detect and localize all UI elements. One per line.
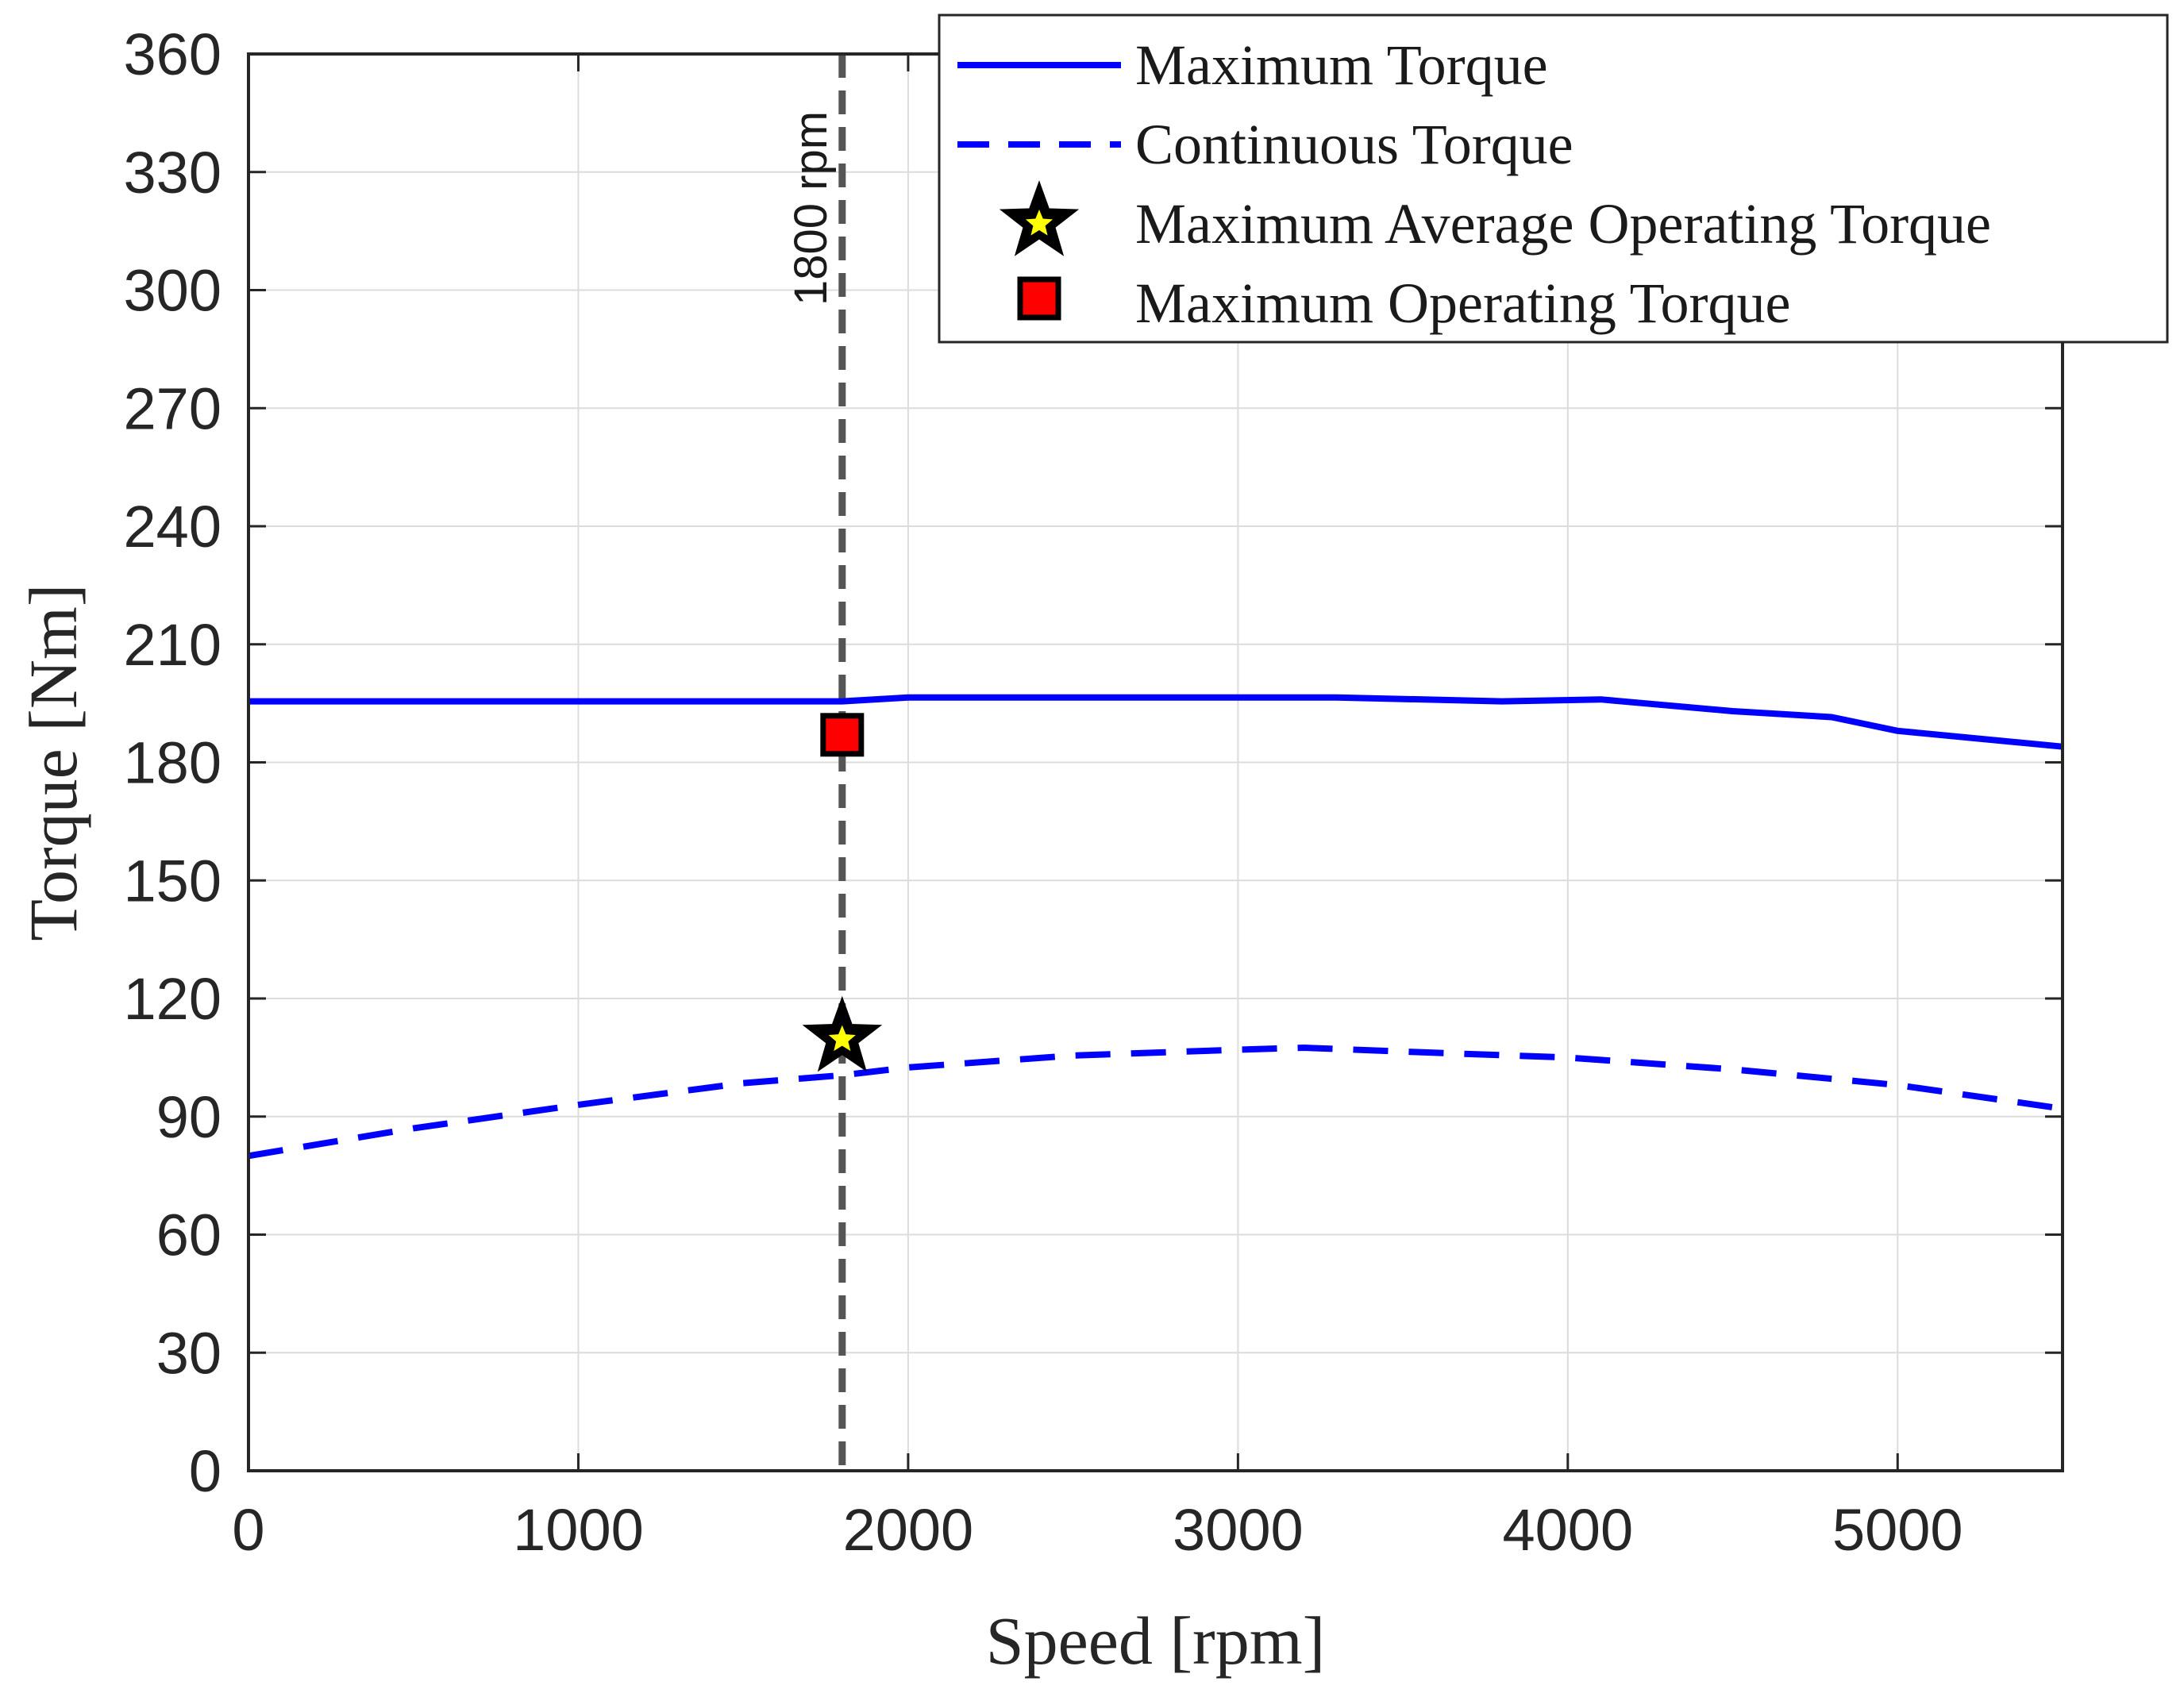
legend-maximum-average-operating-torque-swatch bbox=[999, 180, 1080, 256]
y-tick-label: 120 bbox=[124, 966, 221, 1032]
x-tick-label: 0 bbox=[232, 1497, 264, 1563]
series-line-maximum-torque bbox=[248, 694, 2063, 750]
y-tick-label: 30 bbox=[156, 1320, 221, 1386]
y-tick-label: 210 bbox=[124, 612, 221, 678]
y-axis-label: Torque [Nm] bbox=[15, 583, 91, 941]
legend-maximum-torque-label: Maximum Torque bbox=[1135, 33, 1548, 97]
y-tick-label: 150 bbox=[124, 848, 221, 914]
x-tick-label: 3000 bbox=[1173, 1497, 1304, 1563]
series-line-continuous-torque bbox=[248, 1045, 2063, 1160]
markers-group bbox=[802, 713, 883, 1072]
x-tick-label: 5000 bbox=[1832, 1497, 1963, 1563]
reference-line-label: 1800 rpm bbox=[785, 111, 837, 306]
legend-continuous-torque-label: Continuous Torque bbox=[1135, 113, 1573, 176]
marker-maximum-average-operating-torque bbox=[802, 995, 883, 1072]
legend-box bbox=[938, 13, 2169, 344]
axis-ticks: 0 1000 2000 3000 4000 5000 0 30 60 90 120 150 180 210… bbox=[124, 21, 2063, 1563]
x-tick-label: 2000 bbox=[843, 1497, 974, 1563]
y-tick-label: 240 bbox=[124, 494, 221, 560]
y-tick-label: 330 bbox=[124, 140, 221, 206]
x-tick-label: 4000 bbox=[1503, 1497, 1634, 1563]
legend-maximum-average-operating-torque-label: Maximum Average Operating Torque bbox=[1135, 192, 1991, 256]
marker-maximum-operating-torque bbox=[820, 713, 865, 757]
y-tick-label: 60 bbox=[156, 1202, 221, 1268]
legend-maximum-operating-torque-swatch bbox=[1017, 276, 1061, 321]
y-tick-label: 90 bbox=[156, 1084, 221, 1150]
y-tick-label: 0 bbox=[189, 1438, 221, 1504]
legend-maximum-operating-torque-label: Maximum Operating Torque bbox=[1135, 271, 1790, 335]
x-axis-label: Speed [rpm] bbox=[986, 1603, 1325, 1679]
y-tick-label: 360 bbox=[124, 21, 221, 87]
legend: Maximum Torque Continuous Torque Maximum A… bbox=[938, 13, 2169, 344]
y-tick-label: 270 bbox=[124, 375, 221, 441]
star-inner bbox=[1025, 210, 1053, 236]
series-group bbox=[248, 694, 2063, 1160]
y-tick-label: 300 bbox=[124, 258, 221, 324]
y-tick-label: 180 bbox=[124, 730, 221, 796]
x-tick-label: 1000 bbox=[513, 1497, 644, 1563]
star-inner bbox=[828, 1025, 856, 1052]
